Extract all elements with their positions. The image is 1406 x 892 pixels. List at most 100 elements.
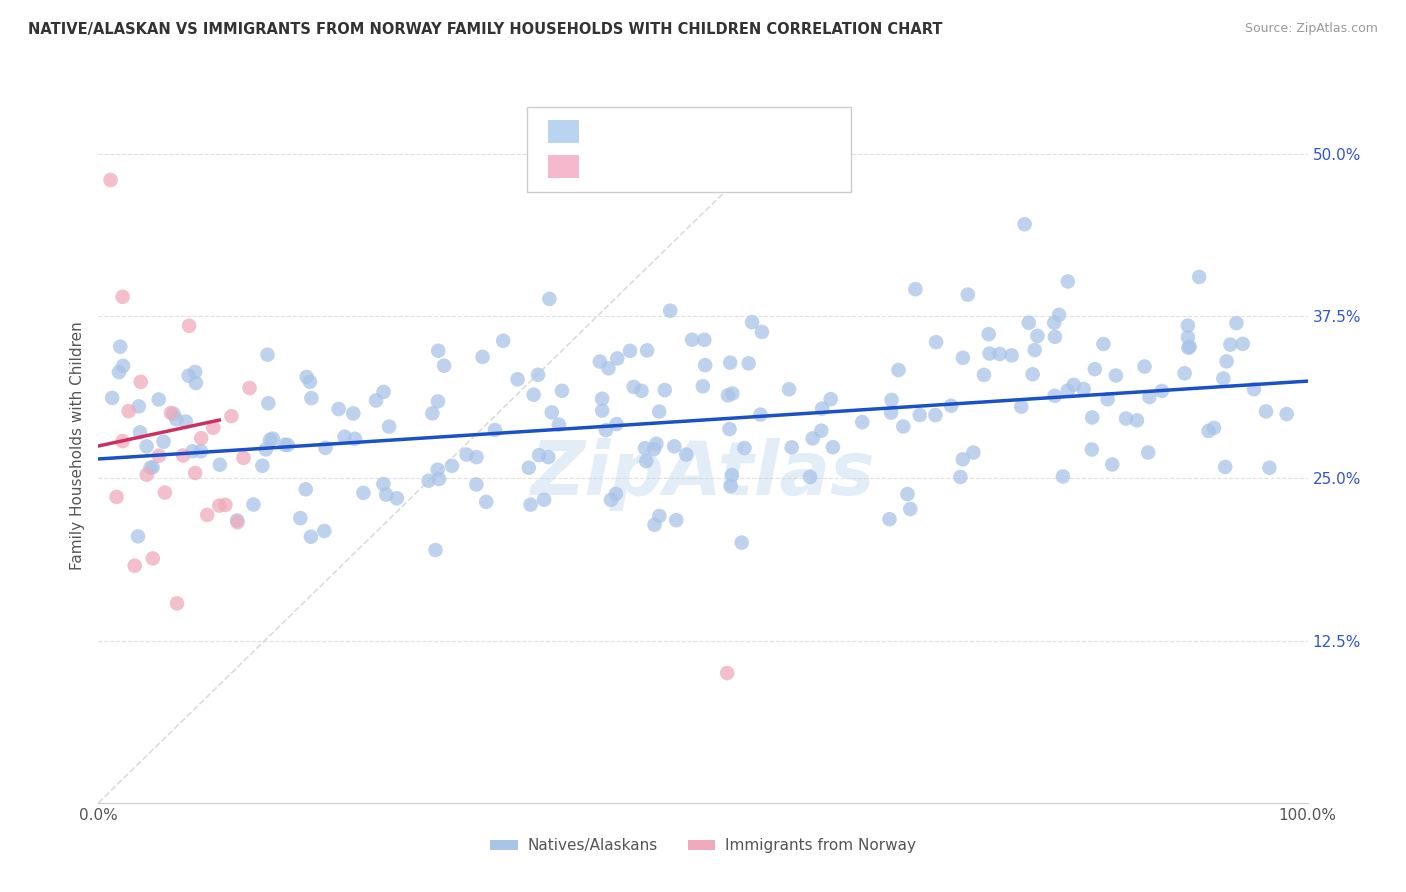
Point (979, 346, 1001, 360)
Point (630, 384, 652, 398)
Point (328, 402, 350, 417)
Point (1092, 337, 1115, 351)
Point (124, 558, 146, 573)
Point (1047, 308, 1070, 322)
Point (184, 466, 207, 480)
Point (988, 347, 1011, 361)
Point (1177, 330, 1199, 344)
Point (373, 384, 395, 399)
Point (664, 439, 686, 453)
Point (294, 483, 316, 497)
Point (1133, 359, 1156, 374)
Point (475, 495, 498, 509)
Point (232, 450, 254, 465)
Point (456, 448, 478, 462)
Point (290, 511, 312, 525)
Point (659, 303, 682, 318)
Point (1056, 384, 1078, 398)
Point (721, 468, 744, 483)
Point (254, 442, 277, 457)
Point (718, 356, 741, 370)
Point (591, 403, 613, 417)
Point (973, 368, 995, 382)
Point (259, 433, 281, 447)
Point (299, 391, 322, 405)
Point (1225, 316, 1247, 330)
Point (1215, 354, 1237, 368)
Point (645, 436, 668, 450)
Point (720, 479, 742, 493)
Point (342, 406, 364, 420)
Point (242, 498, 264, 512)
Point (665, 513, 688, 527)
Point (484, 423, 506, 437)
Point (1275, 407, 1298, 421)
Point (162, 407, 184, 421)
Point (718, 422, 741, 436)
Point (547, 417, 569, 432)
Point (1018, 316, 1040, 330)
Point (952, 452, 974, 467)
Point (717, 388, 740, 402)
Text: Source: ZipAtlas.com: Source: ZipAtlas.com (1244, 22, 1378, 36)
Point (811, 401, 834, 416)
Point (1105, 368, 1128, 383)
Point (110, 340, 132, 354)
Point (1043, 316, 1066, 330)
Point (939, 399, 962, 413)
Text: R =: R = (588, 122, 624, 140)
Point (190, 444, 212, 458)
Point (153, 485, 176, 500)
Point (226, 515, 249, 529)
Point (111, 434, 134, 449)
Point (418, 474, 440, 488)
Point (221, 409, 243, 424)
Point (595, 423, 617, 437)
Point (1052, 469, 1074, 483)
Point (749, 408, 772, 422)
Point (801, 432, 824, 446)
Point (605, 487, 627, 501)
Point (239, 381, 262, 395)
Point (181, 444, 204, 458)
Point (111, 290, 134, 304)
Point (465, 477, 488, 491)
Point (952, 351, 974, 365)
Point (105, 490, 128, 504)
Point (295, 370, 318, 384)
Point (112, 359, 135, 373)
Point (142, 460, 165, 475)
Point (1213, 459, 1236, 474)
Point (148, 392, 170, 407)
Point (108, 365, 131, 379)
Point (262, 432, 284, 446)
Point (135, 439, 157, 453)
Point (127, 529, 149, 543)
Point (1115, 411, 1137, 425)
Point (643, 442, 665, 456)
Point (623, 380, 645, 394)
Point (128, 400, 150, 414)
Point (1043, 389, 1066, 403)
Point (252, 458, 274, 473)
Point (636, 343, 658, 358)
Point (427, 472, 450, 486)
Point (634, 441, 657, 455)
Point (422, 406, 444, 420)
Point (537, 450, 560, 465)
Text: 0.228: 0.228 (630, 122, 678, 140)
Point (956, 287, 979, 301)
Point (433, 359, 456, 373)
Point (101, 391, 124, 405)
Point (208, 458, 231, 472)
Point (165, 412, 187, 426)
Point (226, 513, 249, 527)
Point (208, 499, 231, 513)
Point (465, 450, 488, 465)
Point (426, 463, 449, 477)
Point (1081, 410, 1104, 425)
Point (426, 394, 449, 409)
Point (166, 596, 188, 610)
Point (606, 417, 628, 431)
Point (821, 440, 844, 454)
